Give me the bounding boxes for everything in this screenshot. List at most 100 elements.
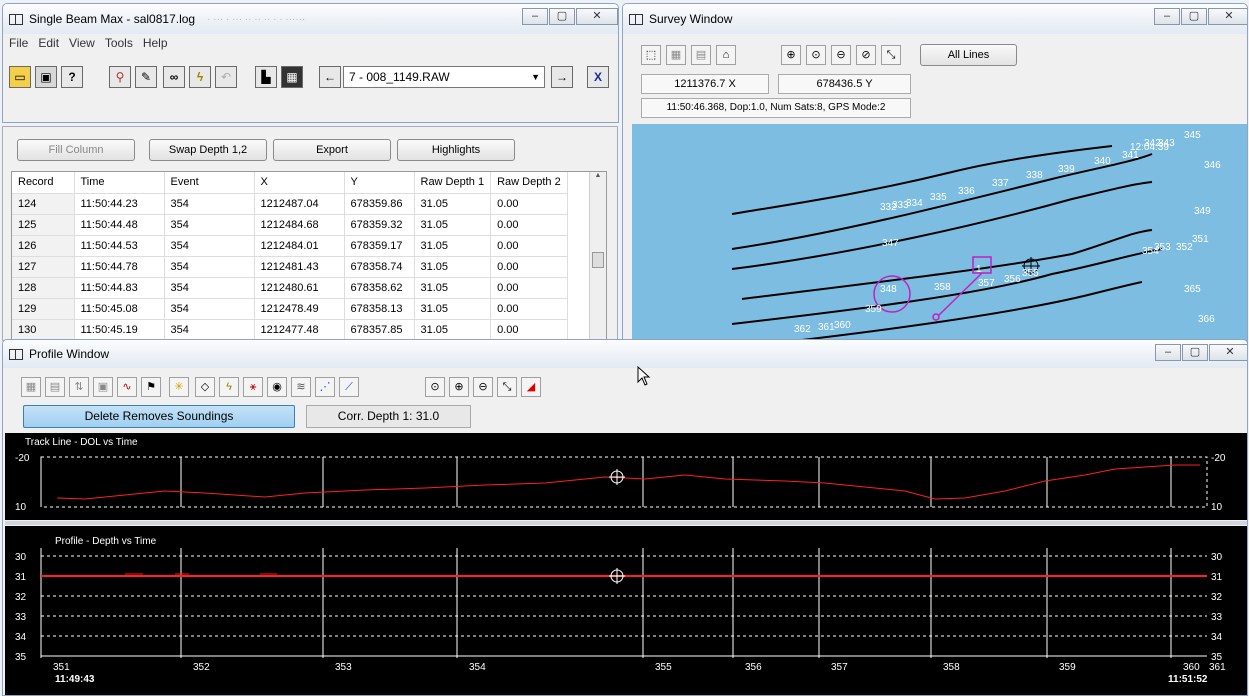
delete-removes-soundings-button[interactable]: Delete Removes Soundings	[23, 405, 295, 428]
survey-window: Survey Window – ▢ ✕ ⬚ ▦ ▤ ⌂ ⊕ ⊙ ⊖ ⊘ ⤡ All …	[622, 3, 1248, 348]
table-row[interactable]: 130 11:50:45.19 354 1212477.48 678357.85 31.0…	[12, 319, 568, 340]
zoom-in-icon[interactable]: ⊕	[781, 45, 801, 65]
swap-depth-button[interactable]: Swap Depth 1,2	[149, 139, 267, 161]
image-icon[interactable]: ▣	[93, 377, 113, 397]
minimize-button[interactable]: –	[1155, 344, 1181, 361]
column-header[interactable]: X	[254, 172, 345, 194]
chart-icon[interactable]: ▙	[255, 66, 277, 88]
signal-icon[interactable]: ∿	[117, 377, 137, 397]
table-row[interactable]: 127 11:50:44.78 354 1212481.43 678358.74 31.0…	[12, 256, 568, 278]
layers-icon[interactable]: ≋	[291, 377, 311, 397]
column-header[interactable]: Time	[74, 172, 165, 194]
table-scrollbar[interactable]: ▲	[589, 172, 606, 340]
undo-icon[interactable]: ↶	[215, 66, 237, 88]
event-tick-label: 361	[1209, 662, 1226, 673]
table-row[interactable]: 129 11:50:45.08 354 1212478.49 678358.13 31.0…	[12, 298, 568, 320]
maximize-button[interactable]: ▢	[549, 8, 575, 25]
table-cell: 31.05	[414, 214, 492, 236]
binoculars-icon[interactable]: ∞	[163, 66, 185, 88]
table-cell: 11:50:45.19	[74, 319, 165, 340]
file-combo[interactable]: 7 - 008_1149.RAW ▼	[343, 66, 545, 88]
spike-icon[interactable]: ⚹	[243, 377, 263, 397]
column-header[interactable]: Record	[12, 172, 75, 194]
home-map-icon[interactable]: ⌂	[716, 45, 736, 65]
event-tick-label: 354	[469, 662, 486, 673]
eraser-icon[interactable]: ◇	[195, 377, 215, 397]
highlights-button[interactable]: Highlights	[397, 139, 515, 161]
profile-panel[interactable]: Profile - Depth vs Time 30 30 31 31 32 32 33 33…	[5, 526, 1247, 695]
maximize-button[interactable]: ▢	[1182, 344, 1208, 361]
zoom-pan-icon[interactable]: ⊙	[806, 45, 826, 65]
edit-icon[interactable]: ✎	[135, 66, 157, 88]
menu-view[interactable]: View	[69, 36, 95, 50]
trend-icon[interactable]: ⟋	[339, 377, 359, 397]
map-line-label: 358	[934, 282, 951, 293]
arrow-right-icon[interactable]: →	[551, 66, 573, 88]
close-button[interactable]: ✕	[576, 8, 618, 25]
close-button[interactable]: ✕	[1208, 8, 1247, 25]
maximize-button[interactable]: ▢	[1181, 8, 1207, 25]
survey-title-bar: Survey Window – ▢ ✕	[623, 4, 1247, 34]
table-row[interactable]: 124 11:50:44.23 354 1212487.04 678359.86 31.0…	[12, 193, 568, 215]
table-cell: 0.00	[490, 256, 568, 278]
add-point-icon[interactable]: ⬚	[641, 45, 661, 65]
export-button[interactable]: Export	[273, 139, 391, 161]
menu-help[interactable]: Help	[142, 36, 168, 50]
map-line-label: 336	[958, 186, 975, 197]
fill-column-button[interactable]: Fill Column	[17, 139, 135, 161]
open-folder-icon[interactable]: ▭	[9, 66, 31, 88]
menu-tools[interactable]: Tools	[104, 36, 133, 50]
zoom-in-icon[interactable]: ⊕	[449, 377, 469, 397]
lightning-icon[interactable]: ϟ	[189, 66, 211, 88]
arrow-left-icon[interactable]: ←	[319, 66, 341, 88]
grid-icon[interactable]: ▦	[666, 45, 686, 65]
map-line-label: 1	[976, 264, 982, 275]
column-header[interactable]: Event	[164, 172, 255, 194]
table-row[interactable]: 126 11:50:44.53 354 1212484.01 678359.17 31.0…	[12, 235, 568, 257]
main-title-bar: Single Beam Max - sal0817.log · ··· · ··…	[3, 4, 618, 34]
zoom-extents-icon[interactable]: ⤡	[881, 45, 901, 65]
camera-icon[interactable]: ◉	[267, 377, 287, 397]
scroll-up-icon[interactable]: ▲	[594, 172, 602, 179]
table-row[interactable]: 128 11:50:44.83 354 1212480.61 678358.62 31.0…	[12, 277, 568, 299]
minimize-button[interactable]: –	[522, 8, 548, 25]
column-header[interactable]: Raw Depth 1	[414, 172, 492, 194]
minimize-button[interactable]: –	[1154, 8, 1180, 25]
save-icon[interactable]: ▣	[35, 66, 57, 88]
track-line-panel[interactable]: Track Line - DOL vs Time -20 10 -20 10	[5, 433, 1247, 520]
splitter[interactable]	[5, 521, 1247, 525]
survey-icon[interactable]: ⚲	[109, 66, 131, 88]
zoom-out-icon[interactable]: ⊖	[831, 45, 851, 65]
list-icon[interactable]: ▤	[45, 377, 65, 397]
help-icon[interactable]: ?	[61, 66, 83, 88]
depth-tick-label: 30	[1211, 552, 1223, 563]
lightning-icon[interactable]: ϟ	[219, 377, 239, 397]
table-cell: 125	[12, 214, 75, 236]
table-row[interactable]: 125 11:50:44.48 354 1212484.68 678359.32 31.0…	[12, 214, 568, 236]
survey-map[interactable]: 345 342 343 341 12:04:39 340 339 338 337 336 335 33…	[632, 124, 1247, 347]
zoom-pan-icon[interactable]: ⊙	[425, 377, 445, 397]
table-cell: 354	[164, 298, 255, 320]
scroll-thumb[interactable]	[592, 252, 604, 268]
list-icon[interactable]: ▤	[691, 45, 711, 65]
zoom-out-icon[interactable]: ⊖	[473, 377, 493, 397]
table-cell: 130	[12, 319, 75, 340]
area-chart-icon[interactable]: ◢	[521, 377, 541, 397]
grid-icon[interactable]: ▦	[281, 66, 303, 88]
close-button[interactable]: ✕	[1209, 344, 1247, 361]
menu-edit[interactable]: Edit	[38, 36, 60, 50]
flag-icon[interactable]: ⚑	[141, 377, 161, 397]
survey-line	[731, 181, 1153, 270]
menu-file[interactable]: File	[9, 36, 29, 50]
column-header[interactable]: Y	[344, 172, 415, 194]
grid-icon[interactable]: ▦	[21, 377, 41, 397]
close-icon[interactable]: X	[587, 66, 609, 88]
window-controls: – ▢ ✕	[1154, 344, 1247, 361]
scatter-icon[interactable]: ⋰	[315, 377, 335, 397]
zoom-extents-icon[interactable]: ⤡	[497, 377, 517, 397]
sun-icon[interactable]: ✳	[169, 377, 189, 397]
column-header[interactable]: Raw Depth 2	[490, 172, 568, 194]
all-lines-button[interactable]: All Lines	[920, 44, 1017, 66]
zoom-window-icon[interactable]: ⊘	[856, 45, 876, 65]
swap-icon[interactable]: ⇅	[69, 377, 89, 397]
